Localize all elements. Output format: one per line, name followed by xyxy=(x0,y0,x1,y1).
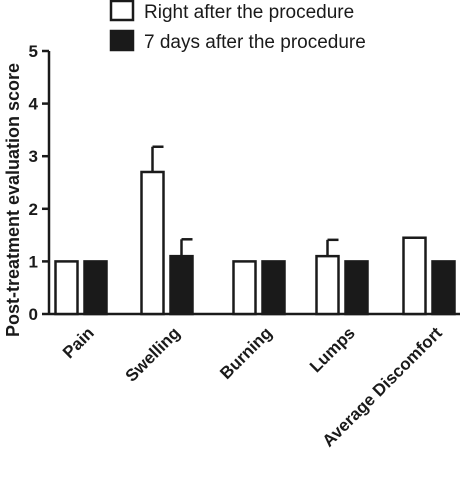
y-tick-label: 4 xyxy=(29,95,39,114)
legend-swatch-right-after xyxy=(109,0,135,22)
y-tick-label: 0 xyxy=(29,305,38,324)
bar-series-0-pain xyxy=(54,260,79,316)
bar-series-1-pain xyxy=(83,260,108,316)
legend-label-7-days: 7 days after the procedure xyxy=(144,32,366,53)
bar-series-1-swelling xyxy=(169,254,194,316)
y-axis-label: Post-treatment evaluation score xyxy=(3,63,23,337)
y-tick-label: 3 xyxy=(29,147,38,166)
y-tick-label: 1 xyxy=(29,252,38,271)
category-label-lumps: Lumps xyxy=(306,323,359,376)
y-ticks: 0 1 2 3 4 5 xyxy=(29,42,49,324)
category-label-burning: Burning xyxy=(216,323,276,383)
bar-series-0-lumps xyxy=(315,254,340,316)
y-tick-label: 5 xyxy=(29,42,38,61)
bar-series-0-swelling xyxy=(140,170,165,316)
legend-label-right-after: Right after the procedure xyxy=(144,2,354,23)
bar-series-0-average-discomfort xyxy=(402,236,427,316)
bar-series-1-lumps xyxy=(344,260,369,316)
bar-series-1-burning xyxy=(261,260,286,316)
bar-series-1-average-discomfort xyxy=(431,260,456,316)
bars xyxy=(54,145,456,316)
category-label-pain: Pain xyxy=(59,323,98,362)
y-tick-label: 2 xyxy=(29,200,38,219)
legend: Right after the procedure 7 days after t… xyxy=(109,0,366,53)
legend-swatch-7-days xyxy=(109,29,135,52)
bar-series-0-burning xyxy=(232,260,257,316)
category-label-swelling: Swelling xyxy=(122,323,184,385)
